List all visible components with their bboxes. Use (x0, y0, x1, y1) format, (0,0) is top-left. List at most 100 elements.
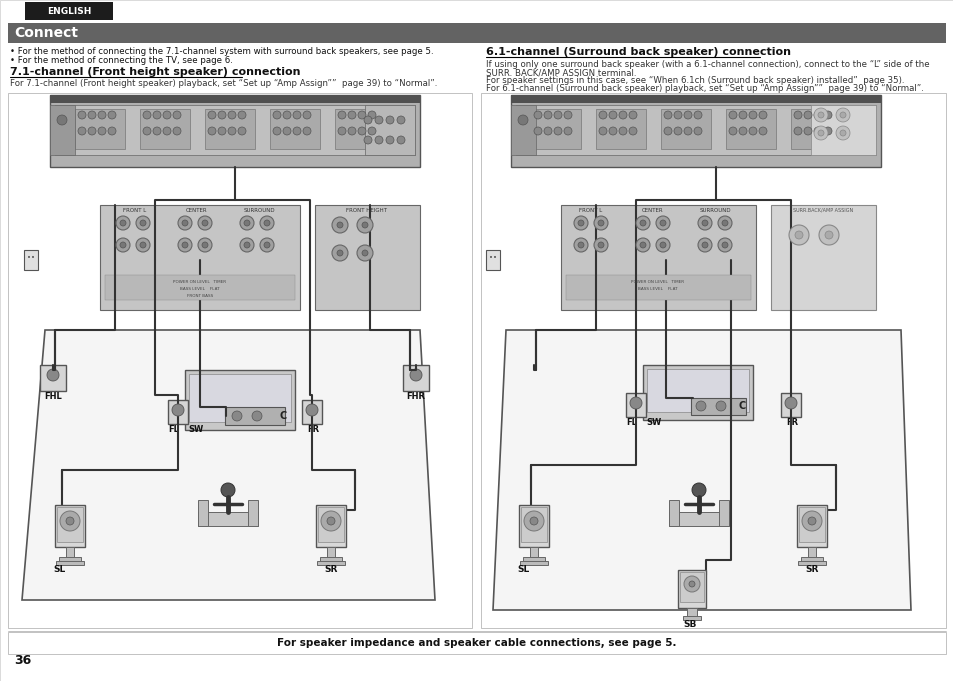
Circle shape (530, 517, 537, 525)
Bar (520, 507, 546, 542)
Text: • For the method of connecting the TV, see page 6.: • For the method of connecting the TV, s… (10, 56, 233, 65)
Circle shape (683, 111, 691, 119)
Bar (327, 547, 335, 557)
Circle shape (163, 111, 171, 119)
Text: BASS LEVEL    FLAT: BASS LEVEL FLAT (180, 287, 219, 291)
Circle shape (578, 242, 583, 248)
Bar (668, 500, 679, 526)
Circle shape (628, 111, 637, 119)
Circle shape (818, 225, 838, 245)
Bar (516, 105, 875, 155)
Circle shape (608, 111, 617, 119)
Text: CENTER: CENTER (186, 208, 208, 213)
Circle shape (375, 136, 382, 144)
Text: For 6.1-channel (Surround back speaker) playback, set “Set up “Amp Assign””  pag: For 6.1-channel (Surround back speaker) … (485, 84, 923, 93)
Bar (668, 512, 728, 526)
Circle shape (368, 127, 375, 135)
Circle shape (336, 222, 343, 228)
Circle shape (739, 111, 746, 119)
Bar (686, 608, 697, 616)
Bar (56, 561, 84, 565)
Circle shape (237, 111, 246, 119)
Circle shape (244, 220, 250, 226)
Bar (690, 398, 745, 415)
Circle shape (410, 369, 421, 381)
Circle shape (273, 127, 281, 135)
Bar (317, 507, 344, 542)
Circle shape (639, 242, 645, 248)
Circle shape (88, 127, 96, 135)
Circle shape (136, 216, 150, 230)
Bar (799, 507, 824, 542)
Text: Connect: Connect (14, 26, 78, 40)
Circle shape (636, 216, 649, 230)
Bar (518, 505, 548, 547)
Text: SL: SL (517, 565, 529, 574)
Bar (205, 109, 254, 149)
Circle shape (283, 127, 291, 135)
Circle shape (534, 127, 541, 135)
Bar (189, 374, 291, 422)
Circle shape (240, 238, 253, 252)
Circle shape (208, 111, 215, 119)
Circle shape (824, 231, 832, 239)
Circle shape (396, 116, 405, 124)
Circle shape (386, 116, 394, 124)
Circle shape (663, 127, 671, 135)
Circle shape (543, 111, 552, 119)
Text: 6.1-channel (Surround back speaker) connection: 6.1-channel (Surround back speaker) conn… (485, 47, 790, 57)
Circle shape (260, 216, 274, 230)
Circle shape (228, 111, 235, 119)
Bar (8, 632, 945, 654)
Circle shape (252, 411, 262, 421)
Circle shape (218, 127, 226, 135)
Circle shape (701, 242, 707, 248)
Bar (100, 205, 299, 310)
Circle shape (293, 127, 301, 135)
Circle shape (803, 111, 811, 119)
Text: FHR: FHR (406, 392, 425, 401)
Circle shape (716, 401, 725, 411)
Circle shape (659, 220, 665, 226)
Circle shape (659, 242, 665, 248)
Circle shape (807, 517, 815, 525)
Text: For speaker settings in this case, see “When 6.1ch (Surround back speaker) insta: For speaker settings in this case, see “… (485, 76, 903, 85)
Bar (8, 23, 945, 43)
Circle shape (361, 250, 368, 256)
Text: • For the method of connecting the 7.1-channel system with surround back speaker: • For the method of connecting the 7.1-c… (10, 47, 434, 56)
Text: POWER ON LEVEL   TIMER: POWER ON LEVEL TIMER (631, 280, 684, 284)
Polygon shape (22, 330, 435, 600)
Bar (198, 512, 257, 526)
Circle shape (332, 245, 348, 261)
Circle shape (116, 238, 130, 252)
Bar (682, 616, 700, 620)
Circle shape (698, 238, 711, 252)
Circle shape (656, 216, 669, 230)
Text: FL: FL (625, 418, 637, 427)
Circle shape (801, 511, 821, 531)
Circle shape (198, 216, 212, 230)
Circle shape (320, 511, 340, 531)
Bar (75, 109, 125, 149)
Circle shape (803, 127, 811, 135)
Bar (530, 547, 537, 557)
Circle shape (140, 242, 146, 248)
Bar (596, 109, 645, 149)
Circle shape (60, 511, 80, 531)
Circle shape (152, 127, 161, 135)
Circle shape (748, 127, 757, 135)
Circle shape (303, 127, 311, 135)
Bar (40, 365, 66, 391)
Circle shape (143, 127, 151, 135)
Circle shape (629, 397, 641, 409)
Circle shape (264, 220, 270, 226)
Text: ••: •• (27, 255, 35, 261)
Bar (480, 93, 945, 628)
Bar (531, 109, 580, 149)
Bar (50, 95, 419, 167)
Text: ••: •• (489, 255, 497, 261)
Text: C: C (739, 401, 745, 411)
Bar (660, 109, 710, 149)
Circle shape (701, 220, 707, 226)
Circle shape (794, 231, 802, 239)
